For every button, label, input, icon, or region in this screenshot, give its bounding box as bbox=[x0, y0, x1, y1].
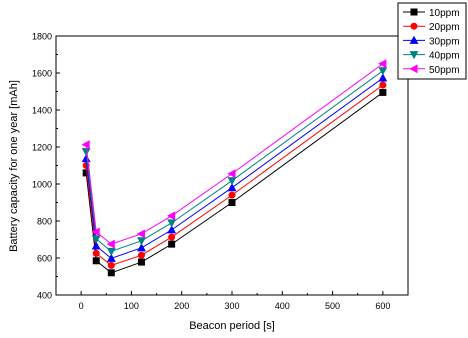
x-tick-label: 0 bbox=[79, 301, 84, 311]
data-point bbox=[91, 227, 100, 237]
data-point bbox=[106, 239, 115, 249]
legend-box bbox=[397, 2, 467, 80]
x-axis-ticks: 0 100 200 300 400 500 600 bbox=[79, 291, 390, 311]
x-axis-label: Beacon period [s] bbox=[189, 320, 275, 332]
data-point bbox=[106, 253, 116, 262]
data-point bbox=[107, 261, 115, 269]
legend-label: 20ppm bbox=[429, 22, 460, 33]
data-point bbox=[137, 237, 146, 246]
data-point bbox=[228, 199, 236, 206]
y-axis-ticks: 400 600 800 1000 1200 1400 1600 1800 bbox=[32, 32, 60, 301]
data-point bbox=[227, 169, 236, 179]
data-point bbox=[91, 241, 101, 250]
data-point bbox=[227, 183, 237, 192]
data-point bbox=[378, 67, 388, 76]
series-50ppm bbox=[81, 59, 387, 249]
x-tick-label: 300 bbox=[224, 301, 239, 311]
y-tick-label: 400 bbox=[37, 291, 52, 301]
series-30ppm bbox=[81, 73, 388, 262]
data-point bbox=[137, 243, 146, 252]
data-point bbox=[168, 233, 176, 241]
series-line bbox=[85, 77, 384, 259]
data-point bbox=[106, 247, 116, 256]
y-axis-label: Battery capacity for one year [mAh] bbox=[8, 80, 20, 252]
data-point bbox=[227, 177, 237, 186]
data-point bbox=[137, 251, 145, 259]
data-point bbox=[378, 59, 387, 69]
legend: 10ppm 20ppm 30ppm 40ppm 50ppm bbox=[397, 2, 467, 80]
data-point bbox=[167, 211, 176, 221]
data-point bbox=[378, 73, 388, 82]
x-tick-label: 400 bbox=[275, 301, 290, 311]
data-point bbox=[92, 249, 100, 257]
x-tick-label: 100 bbox=[124, 301, 139, 311]
y-tick-label: 1000 bbox=[32, 180, 52, 190]
x-tick-label: 600 bbox=[375, 301, 390, 311]
data-point bbox=[167, 219, 177, 228]
x-tick-label: 200 bbox=[174, 301, 189, 311]
data-point bbox=[136, 229, 145, 239]
data-point bbox=[167, 225, 177, 234]
data-point bbox=[379, 81, 387, 89]
series-40ppm bbox=[81, 67, 388, 256]
data-point bbox=[409, 35, 419, 44]
data-point bbox=[107, 269, 115, 277]
y-tick-label: 1800 bbox=[32, 32, 52, 42]
y-tick-label: 1600 bbox=[32, 69, 52, 79]
data-point bbox=[92, 257, 100, 265]
series-layer bbox=[81, 59, 388, 277]
data-point bbox=[410, 8, 418, 16]
data-point bbox=[81, 140, 90, 150]
series-line bbox=[85, 92, 384, 274]
legend-label: 40ppm bbox=[429, 51, 460, 62]
y-tick-label: 800 bbox=[37, 217, 52, 227]
data-point bbox=[168, 240, 176, 248]
y-tick-label: 1200 bbox=[32, 143, 52, 153]
y-tick-label: 1400 bbox=[32, 106, 52, 116]
series-20ppm bbox=[82, 81, 387, 269]
y-tick-label: 600 bbox=[37, 254, 52, 264]
data-point bbox=[379, 88, 387, 96]
series-line bbox=[85, 63, 384, 245]
series-10ppm bbox=[82, 88, 387, 277]
data-point bbox=[81, 148, 91, 157]
data-point bbox=[410, 22, 418, 30]
data-point bbox=[409, 64, 418, 74]
data-point bbox=[91, 235, 101, 244]
legend-label: 10ppm bbox=[429, 8, 460, 19]
x-tick-label: 500 bbox=[325, 301, 340, 311]
series-line bbox=[85, 70, 384, 252]
legend-label: 30ppm bbox=[429, 36, 460, 47]
legend-label: 50ppm bbox=[429, 65, 460, 76]
data-point bbox=[228, 191, 236, 199]
data-point bbox=[409, 51, 419, 60]
data-point bbox=[137, 258, 145, 266]
